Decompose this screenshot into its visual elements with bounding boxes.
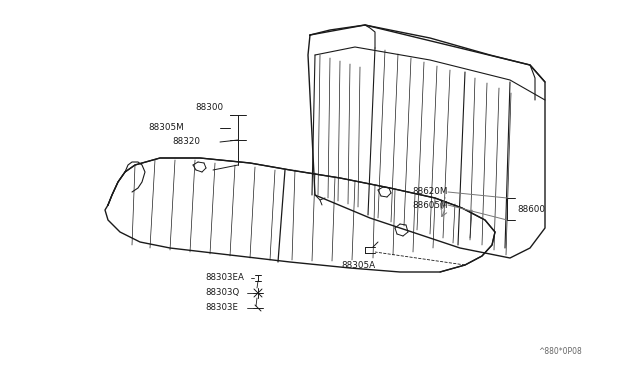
Text: 88303E: 88303E	[205, 304, 238, 312]
Text: 88605M: 88605M	[413, 201, 448, 209]
Text: 88300: 88300	[195, 103, 223, 112]
Text: ^880*0P08: ^880*0P08	[538, 347, 582, 356]
Text: 88303Q: 88303Q	[205, 289, 239, 298]
Text: 88303EA: 88303EA	[205, 273, 244, 282]
Text: 88305A: 88305A	[341, 262, 375, 270]
Text: 88305M: 88305M	[148, 124, 184, 132]
Text: 88620M: 88620M	[413, 187, 448, 196]
Text: 88320: 88320	[172, 138, 200, 147]
Text: 88600: 88600	[517, 205, 545, 214]
